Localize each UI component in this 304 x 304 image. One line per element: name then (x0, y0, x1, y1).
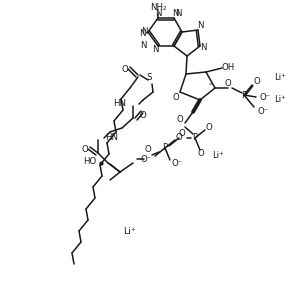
Text: N: N (175, 9, 181, 19)
Text: O: O (173, 92, 179, 102)
Text: S: S (146, 74, 152, 82)
Text: N: N (140, 42, 146, 50)
Text: HN: HN (105, 133, 118, 143)
Text: N: N (197, 20, 203, 29)
Text: OH: OH (222, 63, 235, 71)
Text: P: P (241, 91, 247, 99)
Text: HO: HO (83, 157, 96, 167)
Text: P: P (162, 143, 168, 153)
Text: O: O (81, 144, 88, 154)
Text: O⁻: O⁻ (172, 160, 183, 168)
Text: Li⁺: Li⁺ (274, 95, 286, 105)
Text: NH₂: NH₂ (150, 4, 166, 12)
Text: O: O (140, 110, 147, 119)
Text: N: N (141, 27, 147, 36)
Text: N: N (152, 46, 158, 54)
Text: O: O (254, 77, 260, 85)
Text: Li⁺: Li⁺ (274, 74, 286, 82)
Text: O: O (176, 133, 182, 143)
Text: O: O (206, 123, 212, 133)
Text: O: O (198, 150, 204, 158)
Text: O: O (145, 146, 151, 154)
Text: O⁻: O⁻ (260, 92, 271, 102)
Text: O⁻: O⁻ (257, 106, 268, 116)
Text: N: N (200, 43, 206, 53)
Text: O: O (225, 78, 231, 88)
Text: Li⁺: Li⁺ (124, 227, 136, 237)
Text: O: O (121, 65, 128, 74)
Text: O⁻: O⁻ (141, 154, 152, 164)
Text: '': '' (208, 82, 212, 88)
Text: N: N (155, 9, 161, 19)
Text: O: O (179, 129, 185, 137)
Text: P: P (192, 133, 198, 143)
Text: O: O (176, 115, 183, 123)
Text: HN: HN (113, 99, 126, 109)
Text: N: N (172, 9, 178, 18)
Text: N: N (139, 29, 145, 37)
Text: Li⁺: Li⁺ (212, 150, 224, 160)
